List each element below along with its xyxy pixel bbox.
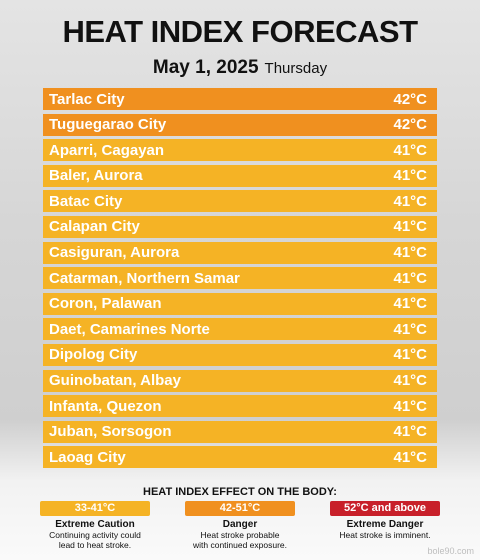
temperature: 41°C [393, 192, 427, 210]
city: Guinobatan, Albay [49, 372, 181, 390]
temperature: 41°C [393, 448, 427, 466]
legend-title: HEAT INDEX EFFECT ON THE BODY: [143, 486, 337, 498]
legend-description: Heat stroke probable [200, 530, 280, 540]
date-line: May 1, 2025 Thursday [0, 57, 480, 79]
city: Casiguran, Aurora [49, 244, 180, 262]
city: Dipolog City [49, 346, 138, 364]
city: Tarlac City [49, 90, 125, 108]
temperature: 41°C [393, 346, 427, 364]
legend-item: 52°C and above Extreme Danger Heat stroke … [330, 501, 440, 540]
temperature: 41°C [393, 269, 427, 287]
forecast-row: Infanta, Quezon 41°C [43, 395, 437, 418]
legend-description: with continued exposure. [192, 540, 288, 550]
city: Daet, Camarines Norte [49, 320, 210, 338]
watermark: bole90.com [427, 546, 474, 556]
city: Baler, Aurora [49, 167, 143, 185]
temperature: 41°C [393, 218, 427, 236]
temperature: 41°C [393, 167, 427, 185]
city: Calapan City [49, 218, 140, 236]
forecast-row: Casiguran, Aurora 41°C [43, 241, 437, 264]
forecast-row: Tarlac City 42°C [43, 88, 437, 110]
forecast-row: Laoag City 41°C [43, 446, 437, 469]
temperature: 41°C [393, 295, 427, 313]
forecast-row: Juban, Sorsogon 41°C [43, 420, 437, 443]
legend-range: 42-51°C [185, 501, 295, 516]
date: May 1, 2025 [152, 57, 259, 78]
city: Aparri, Cagayan [49, 141, 165, 159]
temperature: 41°C [393, 372, 427, 390]
city: Catarman, Northern Samar [49, 269, 240, 287]
legend-label: Extreme Danger [346, 519, 424, 530]
city: Batac City [49, 192, 123, 210]
forecast-row: Coron, Palawan 41°C [43, 292, 437, 315]
forecast-row: Calapan City 41°C [43, 215, 437, 238]
legend-item: 42-51°C Danger Heat stroke probable with co… [185, 501, 295, 550]
legend-item: 33-41°C Extreme Caution Continuing activit… [40, 501, 150, 550]
forecast-row: Baler, Aurora 41°C [43, 164, 437, 187]
legend-description: Heat stroke is imminent. [339, 530, 431, 540]
city: Infanta, Quezon [49, 397, 162, 415]
title: HEAT INDEX FORECAST [62, 14, 418, 49]
forecast-row: Guinobatan, Albay 41°C [43, 369, 437, 392]
temperature: 41°C [393, 141, 427, 159]
temperature: 41°C [393, 397, 427, 415]
temperature: 41°C [393, 320, 427, 338]
city: Juban, Sorsogon [49, 423, 172, 441]
legend-label: Extreme Caution [55, 519, 135, 530]
forecast-list: Tarlac City 42°C Tuguegarao City 42°C Aparri… [43, 88, 437, 472]
forecast-row: Daet, Camarines Norte 41°C [43, 318, 437, 341]
city: Tuguegarao City [49, 116, 167, 134]
forecast-row: Aparri, Cagayan 41°C [43, 139, 437, 162]
temperature: 41°C [393, 244, 427, 262]
legend-label: Danger [222, 519, 258, 530]
forecast-row: Dipolog City 41°C [43, 343, 437, 366]
forecast-row: Tuguegarao City 42°C [43, 113, 437, 136]
temperature: 41°C [393, 423, 427, 441]
city: Coron, Palawan [49, 295, 162, 313]
temperature: 42°C [393, 116, 427, 134]
legend-description: lead to heat stroke. [58, 540, 132, 550]
legend-range: 33-41°C [40, 501, 150, 516]
forecast-row: Batac City 41°C [43, 190, 437, 213]
temperature: 42°C [393, 90, 427, 108]
day: Thursday [264, 60, 328, 77]
forecast-row: Catarman, Northern Samar 41°C [43, 267, 437, 290]
legend-range: 52°C and above [330, 501, 440, 516]
legend-description: Continuing activity could [49, 530, 141, 540]
city: Laoag City [49, 448, 126, 466]
